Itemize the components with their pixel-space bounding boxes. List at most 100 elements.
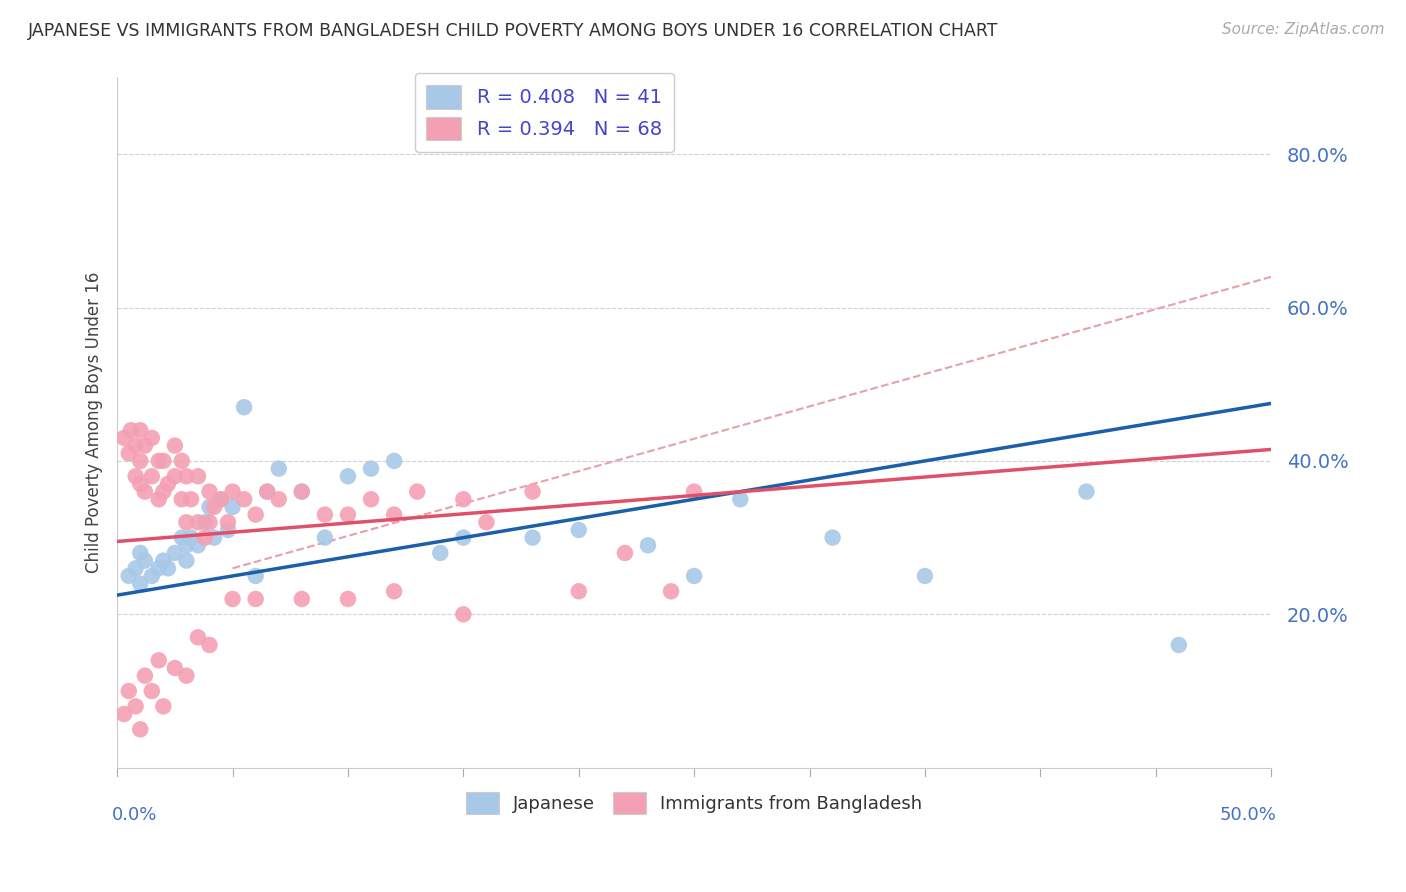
Point (141, 684, 163, 698)
Point (194, 516, 217, 530)
Point (170, 531, 193, 545)
Point (221, 591, 243, 606)
Text: 0.0%: 0.0% (111, 805, 157, 823)
Point (129, 546, 152, 560)
Point (141, 569, 163, 583)
Point (522, 484, 544, 499)
Point (209, 492, 232, 507)
Point (429, 546, 451, 560)
Point (475, 516, 498, 530)
Point (134, 439, 156, 453)
Y-axis label: Child Poverty Among Boys Under 16: Child Poverty Among Boys Under 16 (86, 272, 103, 574)
Point (637, 538, 659, 552)
Point (198, 638, 221, 652)
Point (233, 492, 256, 507)
Point (336, 508, 359, 522)
Point (170, 454, 193, 468)
Point (453, 492, 475, 507)
Point (221, 500, 243, 514)
Point (129, 723, 152, 737)
Point (336, 591, 359, 606)
Point (821, 531, 844, 545)
Point (659, 584, 682, 599)
Point (152, 699, 174, 714)
Point (112, 706, 135, 721)
Point (187, 630, 209, 644)
Point (148, 653, 170, 667)
Point (118, 446, 141, 460)
Point (683, 569, 706, 583)
Point (176, 538, 198, 552)
Point (163, 469, 186, 483)
Point (170, 492, 193, 507)
Point (187, 469, 209, 483)
Point (134, 554, 156, 568)
Point (360, 461, 382, 475)
Point (176, 469, 198, 483)
Text: 50.0%: 50.0% (1220, 805, 1277, 823)
Point (613, 546, 636, 560)
Point (141, 431, 163, 445)
Point (245, 569, 267, 583)
Point (568, 584, 591, 599)
Text: JAPANESE VS IMMIGRANTS FROM BANGLADESH CHILD POVERTY AMONG BOYS UNDER 16 CORRELA: JAPANESE VS IMMIGRANTS FROM BANGLADESH C… (28, 22, 998, 40)
Point (118, 684, 141, 698)
Point (156, 477, 179, 491)
Point (152, 554, 174, 568)
Point (141, 469, 163, 483)
Point (360, 492, 382, 507)
Point (129, 454, 152, 468)
Point (291, 484, 314, 499)
Point (198, 484, 221, 499)
Point (267, 461, 290, 475)
Point (180, 492, 202, 507)
Point (124, 561, 146, 575)
Point (1167, 638, 1189, 652)
Point (291, 484, 314, 499)
Point (148, 561, 170, 575)
Point (112, 431, 135, 445)
Point (163, 546, 186, 560)
Legend: Japanese, Immigrants from Bangladesh: Japanese, Immigrants from Bangladesh (458, 784, 929, 821)
Point (163, 439, 186, 453)
Point (180, 531, 202, 545)
Point (163, 661, 186, 675)
Point (120, 423, 142, 437)
Point (221, 484, 243, 499)
Point (453, 531, 475, 545)
Point (129, 423, 152, 437)
Point (314, 508, 336, 522)
Point (314, 531, 336, 545)
Point (194, 531, 217, 545)
Point (336, 469, 359, 483)
Point (267, 492, 290, 507)
Point (453, 607, 475, 622)
Point (1076, 484, 1098, 499)
Point (129, 576, 152, 591)
Point (568, 523, 591, 537)
Point (152, 484, 174, 499)
Point (209, 492, 232, 507)
Point (134, 668, 156, 682)
Point (382, 454, 405, 468)
Point (187, 516, 209, 530)
Point (382, 508, 405, 522)
Point (291, 591, 314, 606)
Point (124, 469, 146, 483)
Point (148, 454, 170, 468)
Point (198, 516, 221, 530)
Point (198, 500, 221, 514)
Point (176, 554, 198, 568)
Point (406, 484, 429, 499)
Point (233, 401, 256, 415)
Point (202, 531, 225, 545)
Text: Source: ZipAtlas.com: Source: ZipAtlas.com (1222, 22, 1385, 37)
Point (914, 569, 936, 583)
Point (176, 516, 198, 530)
Point (256, 484, 278, 499)
Point (124, 699, 146, 714)
Point (176, 668, 198, 682)
Point (730, 492, 752, 507)
Point (156, 561, 179, 575)
Point (382, 584, 405, 599)
